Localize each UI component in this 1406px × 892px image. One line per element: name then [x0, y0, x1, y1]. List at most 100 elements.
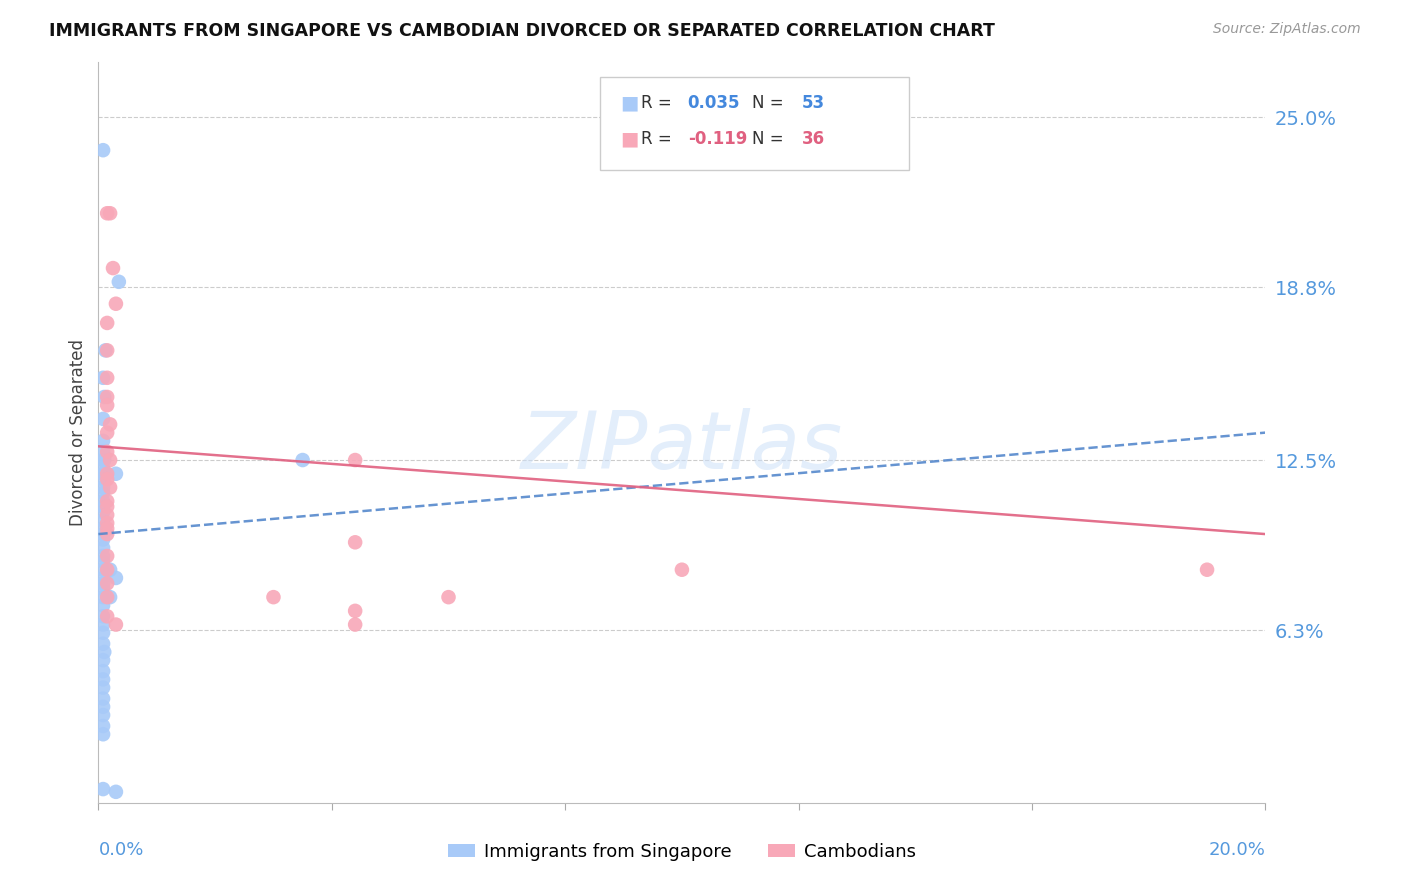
Point	[98, 206, 121, 220]
Point	[91, 609, 114, 624]
Point	[91, 782, 114, 797]
Point	[91, 582, 114, 596]
Point	[91, 708, 114, 723]
Point	[101, 261, 124, 276]
Point	[96, 425, 118, 440]
Point	[671, 563, 693, 577]
Point	[104, 785, 127, 799]
Point	[98, 563, 121, 577]
Point	[96, 609, 118, 624]
Point	[96, 576, 118, 591]
Point	[262, 590, 284, 604]
Point	[96, 343, 118, 358]
Point	[98, 480, 121, 494]
Point	[91, 727, 114, 741]
Legend: Immigrants from Singapore, Cambodians: Immigrants from Singapore, Cambodians	[440, 836, 924, 868]
Point	[91, 371, 114, 385]
Point	[96, 494, 118, 508]
Point	[91, 527, 114, 541]
Y-axis label: Divorced or Separated: Divorced or Separated	[69, 339, 87, 526]
Text: IMMIGRANTS FROM SINGAPORE VS CAMBODIAN DIVORCED OR SEPARATED CORRELATION CHART: IMMIGRANTS FROM SINGAPORE VS CAMBODIAN D…	[49, 22, 995, 40]
Point	[91, 549, 114, 563]
Point	[91, 691, 114, 706]
Point	[96, 527, 118, 541]
Text: 53: 53	[801, 95, 825, 112]
Point	[91, 699, 114, 714]
Point	[104, 571, 127, 585]
Point	[96, 590, 118, 604]
Point	[96, 398, 118, 412]
Point	[91, 681, 114, 695]
Point	[91, 513, 114, 527]
Text: R =: R =	[641, 95, 678, 112]
Point	[91, 554, 114, 568]
Point	[437, 590, 460, 604]
Text: R =: R =	[641, 129, 678, 148]
Point	[93, 645, 115, 659]
Point	[91, 590, 114, 604]
Point	[91, 453, 114, 467]
Point	[93, 453, 115, 467]
Point	[91, 500, 114, 514]
Point	[91, 664, 114, 678]
Point	[96, 563, 118, 577]
Point	[96, 445, 118, 459]
Point	[91, 533, 114, 547]
Point	[91, 412, 114, 426]
Text: N =: N =	[752, 95, 789, 112]
Point	[96, 371, 118, 385]
Text: 36: 36	[801, 129, 825, 148]
Text: ■: ■	[620, 129, 638, 148]
Text: ■: ■	[620, 94, 638, 112]
Point	[96, 516, 118, 530]
Text: 0.0%: 0.0%	[98, 840, 143, 859]
Point	[91, 541, 114, 555]
Point	[91, 673, 114, 687]
Point	[104, 297, 127, 311]
Text: ZIPatlas: ZIPatlas	[520, 409, 844, 486]
Point	[104, 467, 127, 481]
Point	[98, 590, 121, 604]
Point	[344, 617, 367, 632]
Text: 20.0%: 20.0%	[1209, 840, 1265, 859]
Point	[91, 599, 114, 613]
Point	[93, 390, 115, 404]
Point	[96, 316, 118, 330]
Point	[91, 522, 114, 536]
Point	[96, 206, 118, 220]
Point	[91, 467, 114, 481]
Point	[94, 343, 117, 358]
Point	[91, 434, 114, 448]
Point	[91, 480, 114, 494]
Point	[98, 417, 121, 432]
Point	[91, 653, 114, 667]
Point	[1195, 563, 1218, 577]
Point	[91, 637, 114, 651]
Point	[291, 453, 314, 467]
Point	[91, 486, 114, 500]
Point	[91, 719, 114, 733]
FancyBboxPatch shape	[600, 78, 910, 169]
Point	[91, 461, 114, 475]
Point	[94, 467, 117, 481]
Text: N =: N =	[752, 129, 789, 148]
Point	[108, 275, 131, 289]
Point	[91, 505, 114, 519]
Text: -0.119: -0.119	[688, 129, 747, 148]
Point	[91, 472, 114, 486]
Point	[96, 390, 118, 404]
Point	[91, 571, 114, 585]
Point	[96, 508, 118, 522]
Point	[344, 604, 367, 618]
Point	[344, 535, 367, 549]
Point	[96, 522, 118, 536]
Point	[91, 576, 114, 591]
Point	[98, 453, 121, 467]
Point	[96, 472, 118, 486]
Text: 0.035: 0.035	[688, 95, 740, 112]
Point	[96, 549, 118, 563]
Point	[91, 494, 114, 508]
Point	[344, 453, 367, 467]
Point	[96, 500, 118, 514]
Text: Source: ZipAtlas.com: Source: ZipAtlas.com	[1213, 22, 1361, 37]
